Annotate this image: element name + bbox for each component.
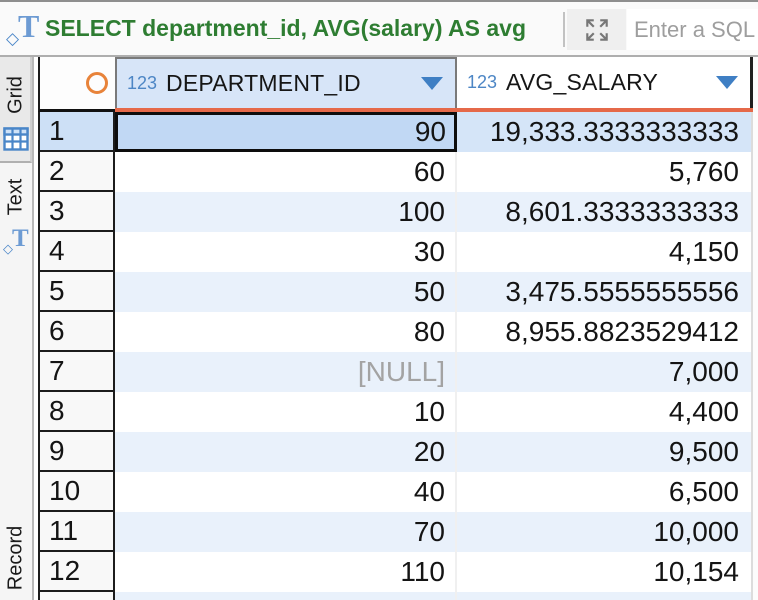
expand-arrows-icon (585, 18, 608, 41)
table-row: 10 40 6,500 (38, 472, 758, 512)
row-number-cell[interactable]: 11 (38, 512, 115, 552)
department-id-cell[interactable]: 30 (115, 232, 457, 272)
avg-salary-cell[interactable]: 3,475.5555555556 (457, 272, 753, 312)
table-row: 9 20 9,500 (38, 432, 758, 472)
tab-record[interactable]: Record (0, 477, 32, 600)
row-number-cell[interactable]: 4 (38, 232, 115, 272)
row-filler (753, 272, 758, 312)
department-id-cell[interactable]: 110 (115, 552, 457, 592)
row-number-cell[interactable]: 7 (38, 352, 115, 392)
row-filler (753, 112, 758, 152)
avg-salary-cell[interactable]: 5,760 (457, 152, 753, 192)
row-filler (753, 312, 758, 352)
result-grid-rows: 1 90 19,333.3333333333 2 60 5,760 3 100 … (38, 112, 758, 600)
row-number-cell[interactable]: 3 (38, 192, 115, 232)
row-number-cell[interactable]: 8 (38, 392, 115, 432)
column-header-avg-salary[interactable]: 123 AVG_SALARY (457, 57, 753, 108)
presentation-sidebar: Grid Text ◇ T Record (0, 57, 32, 600)
row-filler (753, 552, 758, 592)
table-row: 12 110 10,154 (38, 552, 758, 592)
department-id-cell[interactable]: 100 (115, 192, 457, 232)
circle-icon (86, 72, 108, 94)
row-filler (753, 152, 758, 192)
row-number-cell[interactable]: 1 (38, 112, 115, 152)
tab-text-label: Text (4, 178, 27, 216)
numeric-type-icon: 123 (467, 72, 498, 92)
expand-panel-button[interactable] (567, 9, 626, 50)
table-row: 3 100 8,601.3333333333 (38, 192, 758, 232)
avg-salary-cell[interactable]: 10,154 (457, 552, 753, 592)
department-id-cell[interactable]: 70 (115, 512, 457, 552)
table-row: 11 70 10,000 (38, 512, 758, 552)
column-header-department-id[interactable]: 123 DEPARTMENT_ID (115, 57, 457, 108)
table-row: 1 90 19,333.3333333333 (38, 112, 758, 152)
tab-record-label: Record (4, 525, 27, 591)
department-id-cell[interactable]: 20 (115, 432, 457, 472)
row-number-cell[interactable]: 5 (38, 272, 115, 312)
window-top-border (0, 0, 758, 2)
avg-salary-cell[interactable]: 7,000 (457, 352, 753, 392)
tab-grid[interactable]: Grid (0, 57, 32, 163)
row-number-cell[interactable]: 6 (38, 312, 115, 352)
tab-grid-label: Grid (4, 76, 27, 114)
department-id-cell[interactable] (115, 592, 457, 600)
avg-salary-cell[interactable]: 8,955.8823529412 (457, 312, 753, 352)
row-number-cell[interactable] (38, 592, 115, 600)
avg-salary-cell[interactable]: 6,500 (457, 472, 753, 512)
header-accent-underline (115, 108, 753, 112)
query-text[interactable]: SELECT department_id, AVG(salary) AS avg (45, 15, 526, 41)
row-filler (753, 432, 758, 472)
row-filler (753, 592, 758, 600)
grid-corner-button[interactable] (38, 57, 115, 112)
row-filler (753, 512, 758, 552)
department-id-cell[interactable]: 50 (115, 272, 457, 312)
table-row: 5 50 3,475.5555555556 (38, 272, 758, 312)
row-filler (753, 472, 758, 512)
row-filler (753, 192, 758, 232)
row-number-cell[interactable]: 2 (38, 152, 115, 192)
department-id-cell[interactable]: 10 (115, 392, 457, 432)
numeric-type-icon: 123 (127, 73, 158, 93)
result-filter-input[interactable] (627, 9, 758, 50)
table-row: 6 80 8,955.8823529412 (38, 312, 758, 352)
row-filler (753, 232, 758, 272)
department-id-cell[interactable]: 40 (115, 472, 457, 512)
avg-salary-cell[interactable]: 4,150 (457, 232, 753, 272)
table-row: 2 60 5,760 (38, 152, 758, 192)
sidebar-divider (32, 57, 34, 600)
table-grid-icon (3, 127, 29, 151)
sql-script-icon: ◇ T (6, 8, 40, 48)
column-filter-dropdown-icon[interactable] (716, 76, 738, 89)
column-header-label: DEPARTMENT_ID (166, 70, 361, 96)
table-row: 8 10 4,400 (38, 392, 758, 432)
row-number-cell[interactable]: 10 (38, 472, 115, 512)
column-filter-dropdown-icon[interactable] (421, 77, 443, 90)
department-id-cell[interactable]: [NULL] (115, 352, 457, 392)
tab-text[interactable]: Text ◇ T (0, 167, 32, 317)
column-header-label: AVG_SALARY (506, 69, 659, 95)
avg-salary-cell[interactable]: 9,500 (457, 432, 753, 472)
avg-salary-cell[interactable]: 19,333.3333333333 (457, 112, 753, 152)
row-number-cell[interactable]: 12 (38, 552, 115, 592)
table-row: 7 [NULL] 7,000 (38, 352, 758, 392)
department-id-cell[interactable]: 60 (115, 152, 457, 192)
avg-salary-cell[interactable] (457, 592, 753, 600)
row-filler (753, 392, 758, 432)
department-id-cell[interactable]: 80 (115, 312, 457, 352)
avg-salary-cell[interactable]: 8,601.3333333333 (457, 192, 753, 232)
toolbar-divider (563, 12, 565, 47)
sql-toolbar: ◇ T SELECT department_id, AVG(salary) AS… (0, 2, 758, 57)
row-filler (753, 352, 758, 392)
table-row-partial (38, 592, 758, 600)
row-number-cell[interactable]: 9 (38, 432, 115, 472)
department-id-cell[interactable]: 90 (115, 112, 457, 152)
header-right-sliver (753, 57, 758, 112)
sql-text-icon: ◇ T (3, 225, 29, 256)
avg-salary-cell[interactable]: 10,000 (457, 512, 753, 552)
table-row: 4 30 4,150 (38, 232, 758, 272)
avg-salary-cell[interactable]: 4,400 (457, 392, 753, 432)
